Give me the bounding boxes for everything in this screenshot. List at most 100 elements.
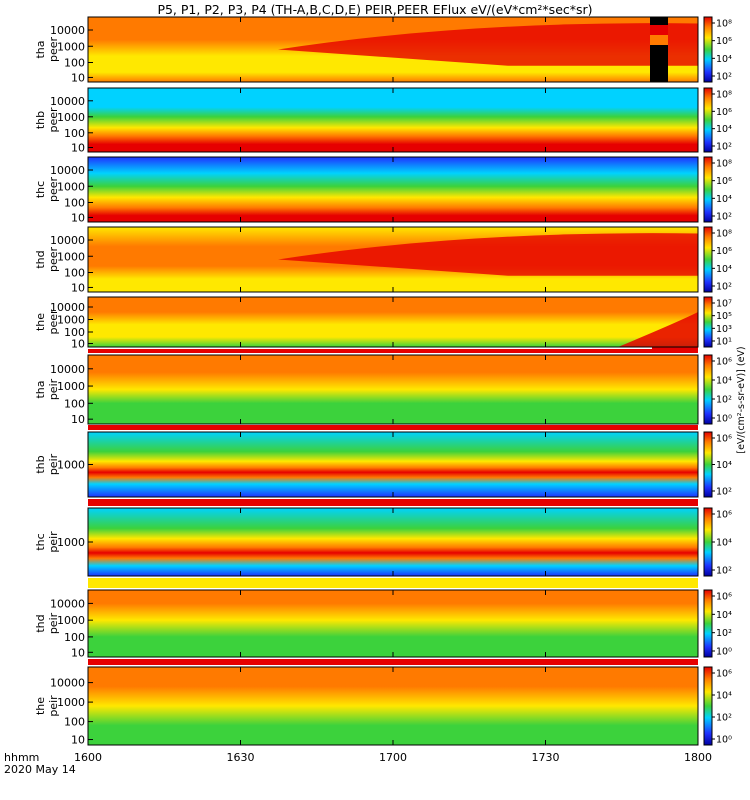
y-tick-label: 10 <box>71 338 85 351</box>
colorbar-tick-label: 10⁴ <box>716 460 732 471</box>
colorbar-tick-label: 10⁷ <box>716 299 732 310</box>
y-tick-label: 100 <box>64 127 85 140</box>
separator-strip <box>88 659 698 665</box>
y-tick-label: 10000 <box>50 301 85 314</box>
x-tick-label: 1800 <box>684 751 712 764</box>
heatmap-cells <box>88 88 698 152</box>
colorbar <box>703 156 713 223</box>
y-tick-label: 1000 <box>57 111 85 124</box>
colorbar-tick-label: 10⁵ <box>716 311 732 322</box>
colorbar-tick-label: 10⁶ <box>716 176 732 187</box>
heatmap-cells <box>88 590 698 657</box>
separator-strip <box>652 347 698 351</box>
y-tick-label: 1000 <box>57 180 85 193</box>
colorbar-tick-label: 10⁴ <box>716 376 732 387</box>
heatmap-cells <box>88 297 698 347</box>
colorbar <box>703 431 713 498</box>
y-tick-label: 10 <box>71 413 85 426</box>
heatmap-cells <box>278 233 698 276</box>
colorbar-tick-label: 10⁸ <box>716 229 732 240</box>
colorbar-tick-label: 10² <box>716 282 732 293</box>
y-tick-label: 100 <box>64 57 85 70</box>
colorbar-tick-label: 10² <box>716 212 732 223</box>
separator-strip <box>88 349 698 353</box>
colorbar-tick-label: 10⁶ <box>716 510 732 521</box>
separator-strip <box>88 425 698 430</box>
y-tick-label: 100 <box>64 197 85 210</box>
y-tick-label: 1000 <box>57 536 85 549</box>
panel-label: peer <box>47 177 60 203</box>
heatmap-cells <box>650 35 668 45</box>
y-tick-label: 1000 <box>57 40 85 53</box>
colorbar-tick-label: 10⁴ <box>716 124 732 135</box>
colorbar-tick-label: 10⁶ <box>716 592 732 603</box>
panel-label: thc <box>34 181 47 198</box>
colorbar <box>703 296 713 348</box>
colorbar <box>703 226 713 293</box>
separator-strip <box>88 578 698 588</box>
x-axis-label: hhmm <box>4 751 39 764</box>
colorbar-tick-label: 10⁰ <box>716 414 732 425</box>
colorbar-tick-label: 10³ <box>716 324 732 335</box>
y-tick-label: 10000 <box>50 677 85 690</box>
x-axis-date-label: 2020 May 14 <box>4 763 76 776</box>
colorbar <box>703 666 713 746</box>
panel-label: thc <box>34 533 47 550</box>
colorbar-tick-label: 10² <box>716 395 732 406</box>
separator-strip <box>88 499 698 506</box>
y-tick-label: 1000 <box>57 250 85 263</box>
panel-label: the <box>34 697 47 715</box>
panel-label: peir <box>47 612 60 634</box>
y-tick-label: 1000 <box>57 696 85 709</box>
colorbar-tick-label: 10⁸ <box>716 90 732 101</box>
y-tick-label: 10000 <box>50 363 85 376</box>
panel-label: peir <box>47 695 60 717</box>
y-tick-label: 10000 <box>50 95 85 108</box>
colorbar-tick-label: 10⁴ <box>716 691 732 702</box>
colorbar-tick-label: 10¹ <box>716 337 732 348</box>
panel-label: tha <box>34 380 47 398</box>
colorbar <box>703 16 713 83</box>
y-tick-label: 100 <box>64 716 85 729</box>
panel-label: thb <box>34 111 47 129</box>
y-tick-label: 1000 <box>57 314 85 327</box>
colorbar-tick-label: 10² <box>716 628 732 639</box>
colorbar-tick-label: 10⁶ <box>716 246 732 257</box>
colorbar-tick-label: 10² <box>716 566 732 577</box>
panel-label: the <box>34 313 47 331</box>
colorbar-tick-label: 10⁰ <box>716 647 732 658</box>
x-tick-label: 1600 <box>74 751 102 764</box>
colorbar-tick-label: 10² <box>716 713 732 724</box>
heatmap-cells <box>650 25 668 35</box>
y-tick-label: 10 <box>71 646 85 659</box>
x-tick-label: 1730 <box>532 751 560 764</box>
colorbar <box>703 354 713 425</box>
colorbar-tick-label: 10² <box>716 142 732 153</box>
colorbar-tick-label: 10⁶ <box>716 107 732 118</box>
colorbar <box>703 87 713 153</box>
panel-label: tha <box>34 40 47 58</box>
y-tick-label: 10 <box>71 211 85 224</box>
x-tick-label: 1630 <box>227 751 255 764</box>
spectrogram-panel: 1000 thc peir 10² 10⁴ 10⁶ <box>34 507 732 577</box>
y-tick-label: 100 <box>64 631 85 644</box>
y-tick-label: 100 <box>64 267 85 280</box>
panel-label: peir <box>47 378 60 400</box>
colorbar <box>703 507 713 577</box>
y-tick-label: 100 <box>64 397 85 410</box>
panel-label: peir <box>47 531 60 553</box>
colorbar-tick-label: 10⁴ <box>716 194 732 205</box>
colorbar-tick-label: 10⁴ <box>716 610 732 621</box>
heatmap-cells <box>88 157 698 222</box>
colorbar-unit-label: [eV/(cm²-s-sr-eV)] (eV) <box>736 346 747 453</box>
y-tick-label: 10 <box>71 734 85 747</box>
y-tick-label: 1000 <box>57 380 85 393</box>
spectrogram-panel: 1000 thb peir 10² 10⁴ 10⁶ <box>34 431 732 498</box>
panel-label: thb <box>34 455 47 473</box>
chart-title: P5, P1, P2, P3, P4 (TH-A,B,C,D,E) PEIR,P… <box>157 2 593 17</box>
